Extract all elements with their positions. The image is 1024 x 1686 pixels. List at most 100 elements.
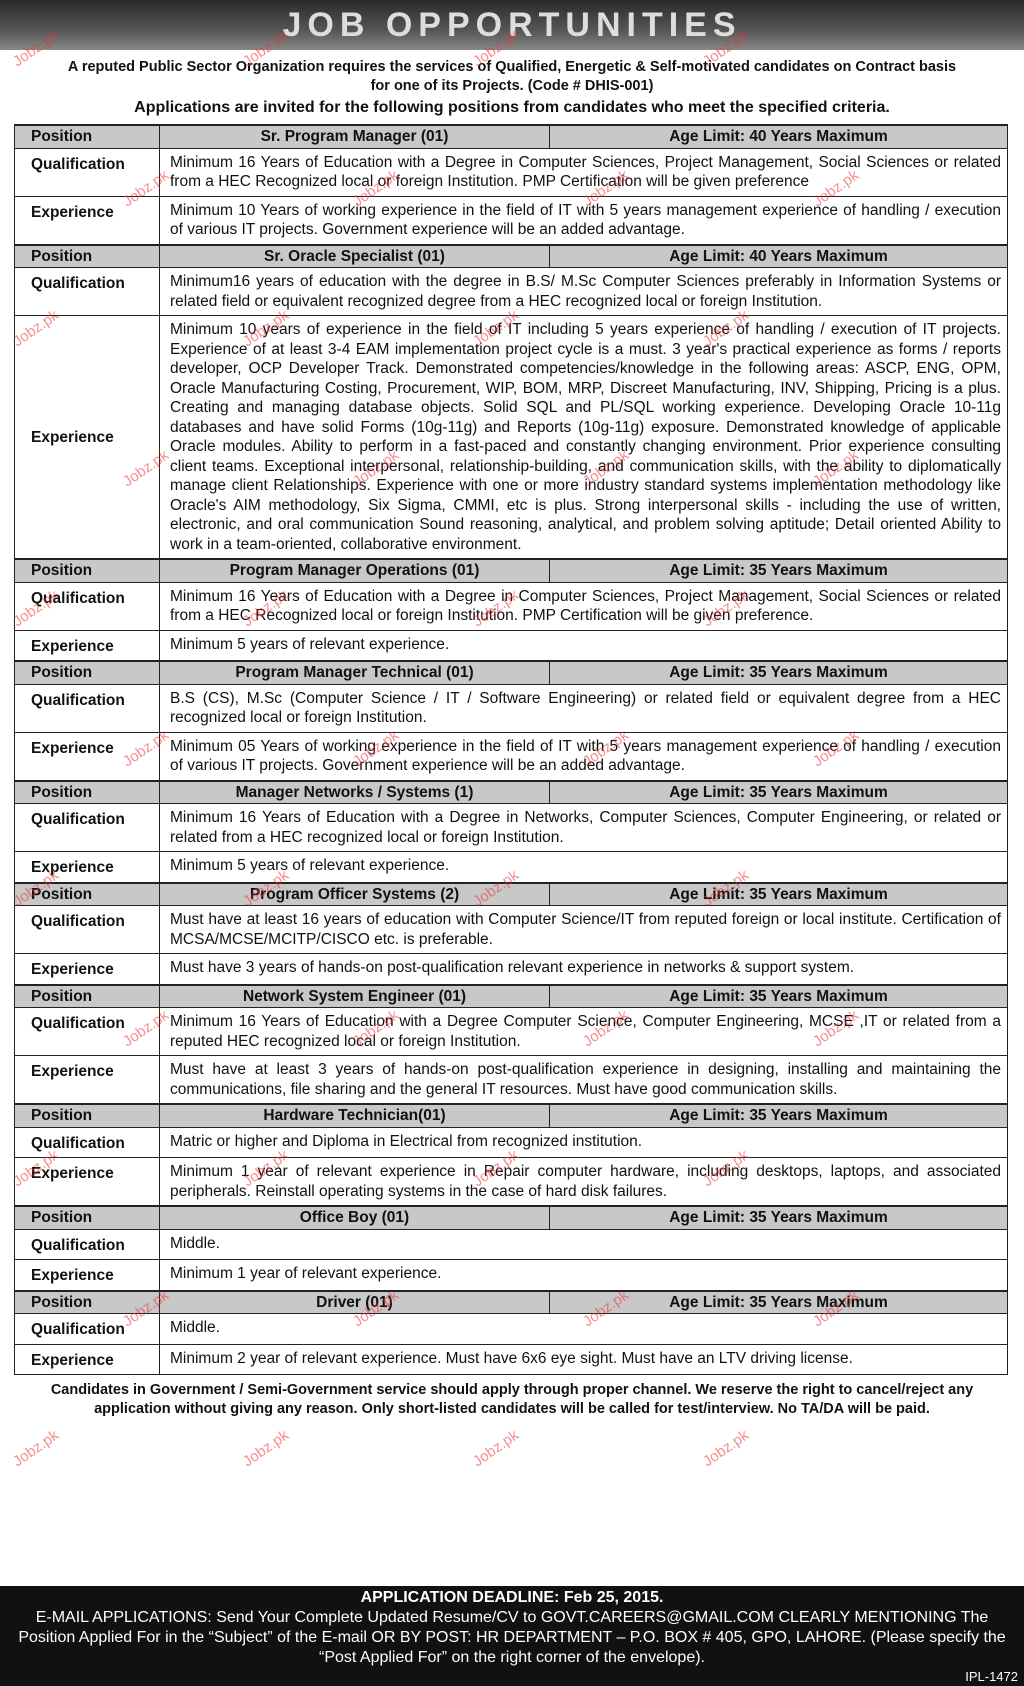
experience-label: Experience: [14, 629, 160, 662]
qualification-text: Minimum 16 Years of Education with a Deg…: [159, 1007, 1008, 1056]
experience-text: Must have at least 3 years of hands-on p…: [159, 1055, 1008, 1105]
position-label: Position: [14, 243, 160, 268]
qualification-row: Qualification Minimum 16 Years of Educati…: [14, 581, 1008, 631]
qualification-row: Qualification Matric or higher and Diplom…: [14, 1126, 1008, 1158]
deadline: APPLICATION DEADLINE: Feb 25, 2015.: [360, 1589, 664, 1606]
qualification-label: Qualification: [14, 147, 160, 197]
experience-label: Experience: [14, 953, 160, 985]
age-limit: Age Limit: 40 Years Maximum: [549, 243, 1008, 268]
qualification-label: Qualification: [14, 581, 160, 631]
qualification-text: Middle.: [159, 1228, 1008, 1260]
experience-text: Must have 3 years of hands-on post-quali…: [159, 953, 1008, 985]
age-limit: Age Limit: 35 Years Maximum: [549, 1103, 1008, 1128]
qualification-label: Qualification: [14, 1126, 160, 1158]
position-label: Position: [14, 1205, 160, 1230]
watermark: Jobz.pk: [239, 1426, 292, 1471]
qualification-row: Qualification Minimum 16 Years of Educati…: [14, 147, 1008, 197]
qualification-row: Qualification Minimum16 years of educatio…: [14, 267, 1008, 316]
experience-text: Minimum 10 Years of working experience i…: [159, 195, 1008, 245]
ad-code: IPL-1472: [965, 1669, 1018, 1684]
qualification-row: Qualification Minimum 16 Years of Educati…: [14, 803, 1008, 852]
experience-row: Experience Minimum 2 year of relevant exp…: [14, 1343, 1008, 1375]
position-label: Position: [14, 779, 160, 804]
experience-label: Experience: [14, 195, 160, 245]
qualification-text: Matric or higher and Diploma in Electric…: [159, 1126, 1008, 1158]
qualification-text: Minimum 16 Years of Education with a Deg…: [159, 581, 1008, 631]
watermark: Jobz.pk: [9, 1426, 62, 1471]
experience-label: Experience: [14, 731, 160, 781]
qualification-text: Must have at least 16 years of education…: [159, 905, 1008, 954]
position-title: Program Manager Operations (01): [159, 558, 550, 583]
qualification-text: Minimum 16 Years of Education with a Deg…: [159, 147, 1008, 197]
qualification-label: Qualification: [14, 1007, 160, 1056]
qualification-row: Qualification Middle.: [14, 1313, 1008, 1345]
experience-label: Experience: [14, 1259, 160, 1291]
position-row: Position Sr. Program Manager (01) Age Limi…: [14, 124, 1008, 149]
position-title: Program Manager Technical (01): [159, 660, 550, 685]
position-row: Position Sr. Oracle Specialist (01) Age Li…: [14, 243, 1008, 268]
qualification-label: Qualification: [14, 683, 160, 733]
experience-row: Experience Minimum 5 years of relevant ex…: [14, 629, 1008, 662]
position-row: Position Office Boy (01) Age Limit: 35 Yea…: [14, 1205, 1008, 1230]
position-row: Position Program Manager Technical (01) Ag…: [14, 660, 1008, 685]
qualification-label: Qualification: [14, 1313, 160, 1345]
experience-row: Experience Minimum 10 years of experience…: [14, 315, 1008, 560]
position-label: Position: [14, 124, 160, 149]
qualification-text: Middle.: [159, 1313, 1008, 1345]
position-row: Position Hardware Technician(01) Age Limit…: [14, 1103, 1008, 1128]
position-row: Position Manager Networks / Systems (1) Ag…: [14, 779, 1008, 804]
experience-label: Experience: [14, 1055, 160, 1105]
experience-row: Experience Must have 3 years of hands-on …: [14, 953, 1008, 985]
experience-label: Experience: [14, 315, 160, 560]
age-limit: Age Limit: 35 Years Maximum: [549, 1289, 1008, 1314]
age-limit: Age Limit: 35 Years Maximum: [549, 558, 1008, 583]
footer: APPLICATION DEADLINE: Feb 25, 2015. E-MA…: [0, 1586, 1024, 1686]
experience-label: Experience: [14, 851, 160, 883]
position-row: Position Program Officer Systems (2) Age L…: [14, 881, 1008, 906]
qualification-label: Qualification: [14, 267, 160, 316]
experience-row: Experience Minimum 10 Years of working ex…: [14, 195, 1008, 245]
position-title: Sr. Oracle Specialist (01): [159, 243, 550, 268]
experience-label: Experience: [14, 1343, 160, 1375]
invite-text: Applications are invited for the followi…: [134, 99, 890, 116]
experience-row: Experience Minimum 05 Years of working ex…: [14, 731, 1008, 781]
qualification-row: Qualification Middle.: [14, 1228, 1008, 1260]
experience-text: Minimum 2 year of relevant experience. M…: [159, 1343, 1008, 1375]
position-label: Position: [14, 558, 160, 583]
qualification-row: Qualification Minimum 16 Years of Educati…: [14, 1007, 1008, 1056]
qualification-text: B.S (CS), M.Sc (Computer Science / IT / …: [159, 683, 1008, 733]
experience-text: Minimum 05 Years of working experience i…: [159, 731, 1008, 781]
qualification-row: Qualification B.S (CS), M.Sc (Computer Sc…: [14, 683, 1008, 733]
position-label: Position: [14, 660, 160, 685]
position-label: Position: [14, 1103, 160, 1128]
position-title: Office Boy (01): [159, 1205, 550, 1230]
watermark: Jobz.pk: [469, 1426, 522, 1471]
position-title: Driver (01): [159, 1289, 550, 1314]
qualification-text: Minimum16 years of education with the de…: [159, 267, 1008, 316]
experience-row: Experience Minimum 5 years of relevant ex…: [14, 851, 1008, 883]
qualification-row: Qualification Must have at least 16 years…: [14, 905, 1008, 954]
position-row: Position Program Manager Operations (01) A…: [14, 558, 1008, 583]
position-label: Position: [14, 1289, 160, 1314]
qualification-label: Qualification: [14, 1228, 160, 1260]
positions-table: Position Sr. Program Manager (01) Age Limi…: [14, 124, 1008, 1375]
watermark: Jobz.pk: [699, 1426, 752, 1471]
age-limit: Age Limit: 35 Years Maximum: [549, 881, 1008, 906]
position-title: Sr. Program Manager (01): [159, 124, 550, 149]
banner: JOB OPPORTUNITIES: [0, 0, 1024, 50]
experience-row: Experience Must have at least 3 years of …: [14, 1055, 1008, 1105]
age-limit: Age Limit: 40 Years Maximum: [549, 124, 1008, 149]
how-to-apply: E-MAIL APPLICATIONS: Send Your Complete …: [18, 1609, 1006, 1666]
note: Candidates in Government / Semi-Governme…: [50, 1382, 974, 1417]
age-limit: Age Limit: 35 Years Maximum: [549, 983, 1008, 1008]
experience-text: Minimum 1 year of relevant experience.: [159, 1259, 1008, 1291]
experience-row: Experience Minimum 1 year of relevant exp…: [14, 1157, 1008, 1207]
position-title: Manager Networks / Systems (1): [159, 779, 550, 804]
experience-label: Experience: [14, 1157, 160, 1207]
age-limit: Age Limit: 35 Years Maximum: [549, 779, 1008, 804]
position-label: Position: [14, 881, 160, 906]
age-limit: Age Limit: 35 Years Maximum: [549, 1205, 1008, 1230]
qualification-label: Qualification: [14, 905, 160, 954]
